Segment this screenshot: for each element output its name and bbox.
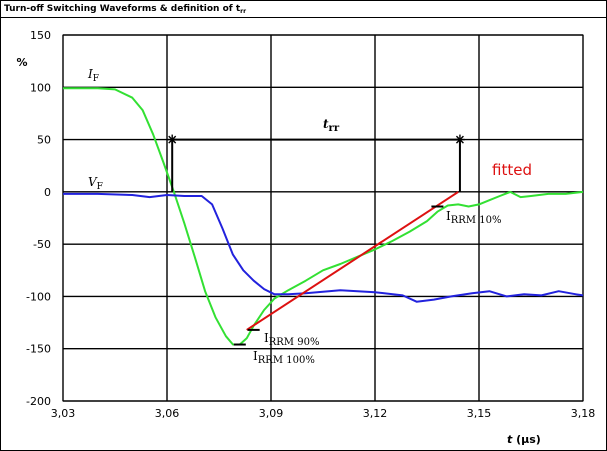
irrm-90-label-sub: RRM 90%: [269, 337, 320, 348]
x-axis-label: t (µs): [507, 433, 541, 446]
series-layer: [63, 87, 584, 346]
trr-label-main: t: [323, 117, 329, 131]
irrm-90-label: IRRM 90%: [264, 331, 319, 348]
trr-star-stroke: [168, 135, 177, 144]
trr-star-marker: [167, 134, 178, 145]
series-if-line: [63, 87, 584, 346]
irrm-10-label-main: I: [446, 209, 451, 223]
trr-star-marker: [454, 134, 465, 145]
irrm-100-label: IRRM 100%: [253, 349, 315, 366]
x-tick-label: 3,12: [363, 407, 388, 420]
y-tick-label: -100: [26, 290, 51, 303]
vf-label-sub: F: [97, 182, 103, 192]
trr-label: trr: [323, 117, 340, 134]
marker-layer: [167, 134, 465, 346]
trr-star-stroke: [455, 135, 464, 144]
y-tick-label: -150: [26, 343, 51, 356]
y-tick-label: 0: [44, 186, 51, 199]
chart-title-text: Turn-off Switching Waveforms & definitio…: [4, 4, 241, 14]
series-fitted-line: [246, 191, 459, 331]
x-axis-label-italic: t: [507, 433, 513, 446]
y-tick-label: 50: [37, 134, 51, 147]
x-tick-label: 3,06: [155, 407, 180, 420]
y-tick-label: 100: [30, 81, 51, 94]
vf-label-main: V: [88, 175, 98, 189]
if-label-main: I: [87, 67, 93, 81]
trr-label-sub: rr: [329, 123, 340, 134]
chart-title: Turn-off Switching Waveforms & definitio…: [1, 1, 606, 18]
x-tick-label: 3,09: [259, 407, 284, 420]
fitted-label: fitted: [492, 161, 532, 179]
irrm-100-label-main: I: [253, 349, 258, 363]
y-axis-label: %: [16, 56, 27, 69]
vf-label: VF: [88, 175, 103, 192]
if-label: IF: [87, 67, 99, 84]
x-tick-label: 3,03: [51, 407, 76, 420]
y-tick-label: -50: [33, 238, 51, 251]
chart-title-subscript: rr: [240, 8, 247, 15]
x-tick-label: 3,18: [571, 407, 596, 420]
irrm-10-label-sub: RRM 10%: [451, 215, 502, 226]
x-tick-label: 3,15: [467, 407, 492, 420]
irrm-100-label-sub: RRM 100%: [258, 355, 315, 366]
series-vf-line: [63, 192, 584, 303]
y-tick-label: 150: [30, 29, 51, 42]
irrm-10-label: IRRM 10%: [446, 209, 501, 226]
grid-layer: [62, 34, 584, 402]
plot-area: [62, 34, 584, 402]
if-label-sub: F: [93, 74, 99, 84]
irrm-90-label-main: I: [264, 331, 269, 345]
y-tick-label: -200: [26, 395, 51, 408]
x-axis-label-unit: (µs): [512, 433, 541, 446]
